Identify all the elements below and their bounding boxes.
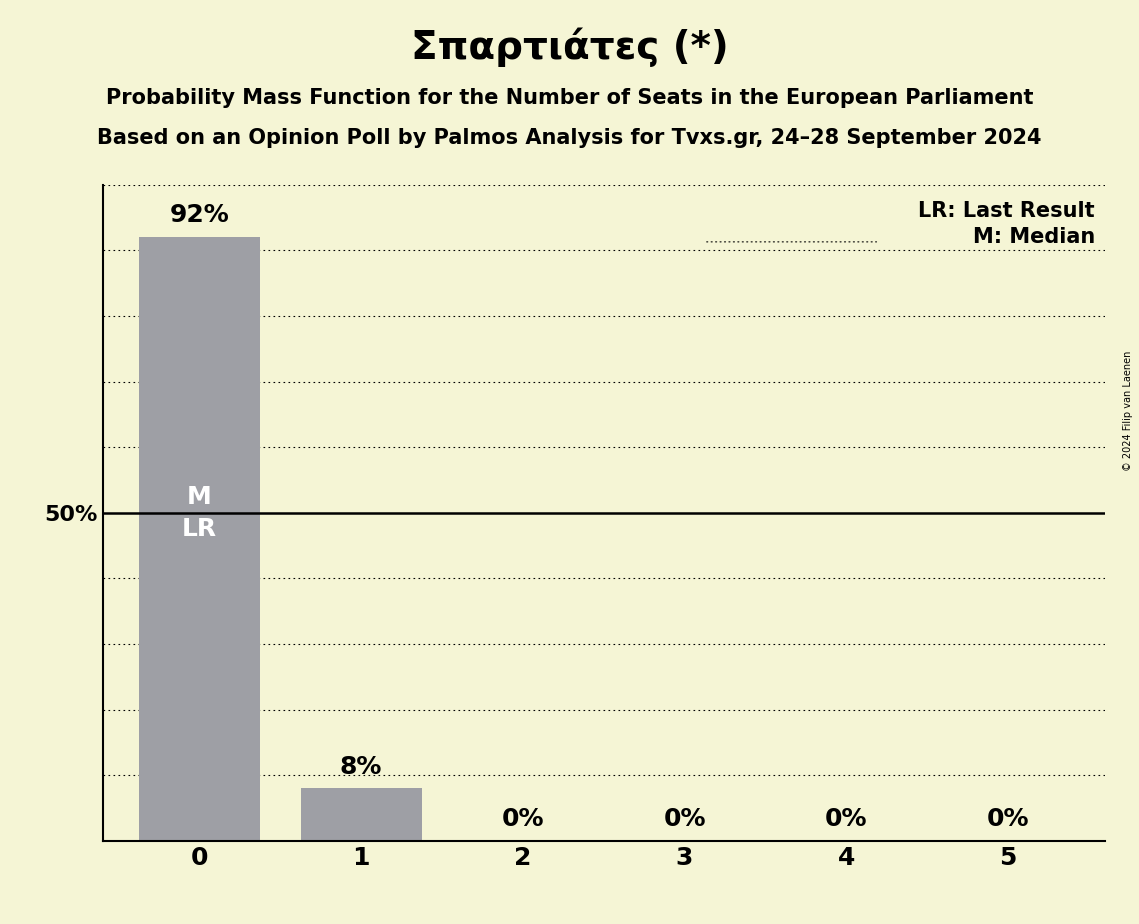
Text: 0%: 0% [663, 807, 706, 831]
Text: 0%: 0% [825, 807, 868, 831]
Text: © 2024 Filip van Laenen: © 2024 Filip van Laenen [1123, 351, 1133, 471]
Text: LR: Last Result: LR: Last Result [918, 201, 1095, 221]
Text: Based on an Opinion Poll by Palmos Analysis for Tvxs.gr, 24–28 September 2024: Based on an Opinion Poll by Palmos Analy… [97, 128, 1042, 148]
Bar [301, 788, 421, 841]
Text: M
LR: M LR [182, 485, 218, 541]
Bar [139, 237, 260, 841]
Text: 0%: 0% [501, 807, 544, 831]
Text: 8%: 8% [339, 755, 383, 779]
Text: 0%: 0% [986, 807, 1029, 831]
Text: Σπαρτιάτες (*): Σπαρτιάτες (*) [411, 28, 728, 67]
Text: M: Median: M: Median [973, 227, 1095, 248]
Text: Probability Mass Function for the Number of Seats in the European Parliament: Probability Mass Function for the Number… [106, 88, 1033, 108]
Text: 92%: 92% [170, 203, 229, 227]
